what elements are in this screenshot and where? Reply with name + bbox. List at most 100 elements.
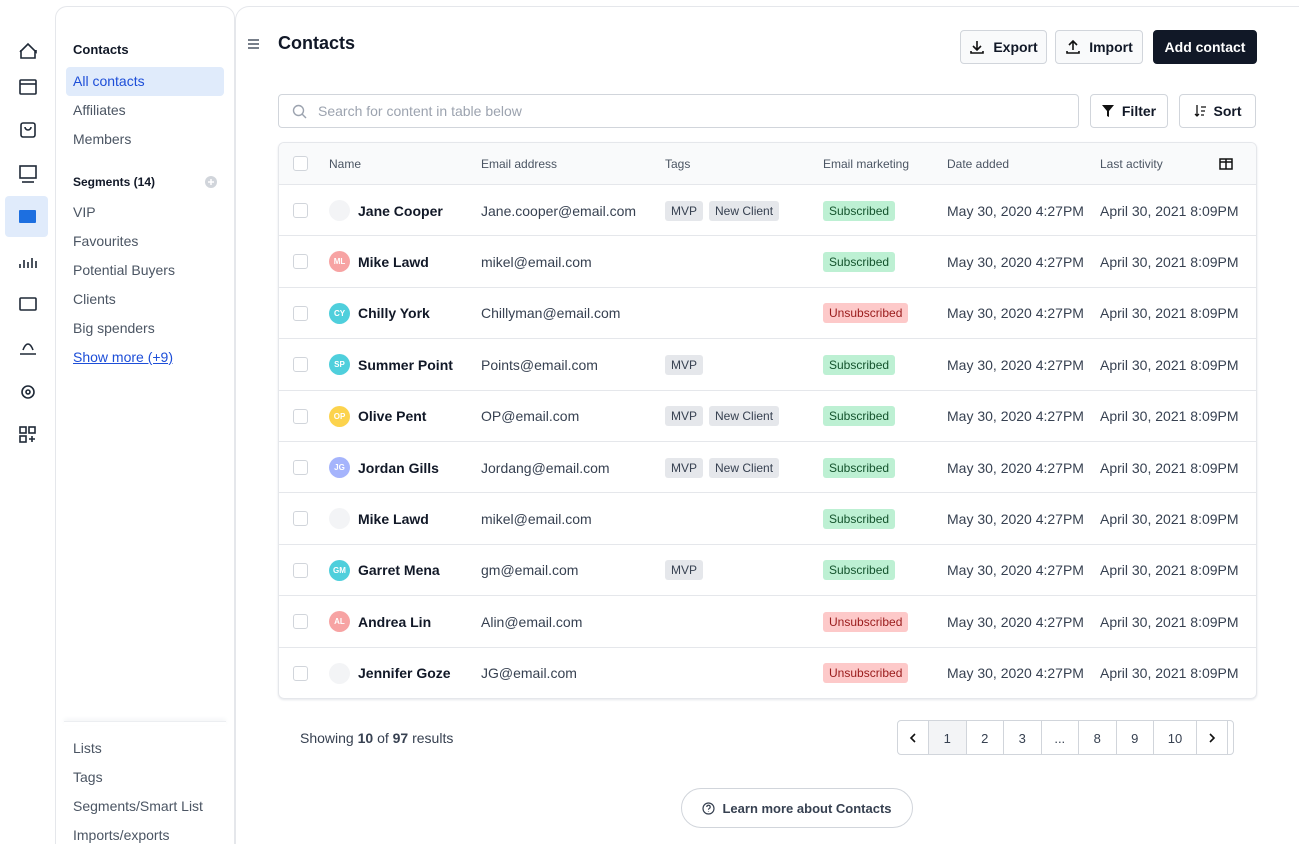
page-button[interactable]: 1 — [929, 721, 967, 754]
export-label: Export — [993, 39, 1038, 55]
columns-icon[interactable] — [1219, 158, 1233, 170]
search-placeholder: Search for content in table below — [318, 103, 522, 119]
settings-icon[interactable] — [21, 385, 35, 399]
page-title: Contacts — [278, 33, 356, 53]
contact-name[interactable]: Mike Lawd — [358, 510, 429, 527]
add-contact-button[interactable]: Add contact — [1153, 30, 1257, 64]
row-checkbox[interactable] — [293, 203, 308, 218]
select-all-checkbox[interactable] — [293, 156, 308, 171]
page-button[interactable]: 2 — [967, 721, 1004, 754]
row-checkbox[interactable] — [293, 460, 308, 475]
column-header: Email address — [481, 157, 558, 171]
export-button[interactable]: Export — [960, 30, 1047, 64]
avatar — [329, 662, 350, 684]
filter-button[interactable]: Filter — [1090, 94, 1168, 128]
home-icon[interactable] — [19, 42, 37, 59]
row-checkbox[interactable] — [293, 408, 308, 424]
table-row[interactable]: GM Garret Mena gm@email.com MVP Subscribed Ma… — [279, 545, 1256, 597]
search-box[interactable]: Search for content in table below — [278, 94, 1079, 128]
column-header: Name — [329, 157, 362, 171]
next-page[interactable] — [1197, 721, 1228, 754]
table-row[interactable]: Jennifer Goze JG@email.com Unsubscribed May… — [279, 648, 1256, 698]
segment-item[interactable]: Favourites — [73, 233, 139, 249]
contact-name[interactable]: Jennifer Goze — [358, 665, 451, 682]
column-header: Tags — [665, 157, 691, 171]
learn-more-button[interactable]: Learn more about Contacts — [681, 788, 913, 828]
contact-name[interactable]: Olive Pent — [358, 408, 427, 425]
segment-item[interactable]: VIP — [73, 204, 96, 220]
show-more[interactable]: Show more (+9) — [73, 349, 173, 365]
row-checkbox[interactable] — [293, 254, 308, 270]
table-row[interactable]: AL Andrea Lin Alin@email.com Unsubscribed Ma… — [279, 596, 1256, 648]
last-activity: April 30, 2021 8:09PM — [1100, 459, 1239, 476]
sort-button[interactable]: Sort — [1179, 94, 1256, 128]
avatar: ML — [329, 251, 350, 273]
contact-name[interactable]: Mike Lawd — [358, 253, 429, 270]
table-row[interactable]: SP Summer Point Points@email.com MVP Subscri… — [279, 339, 1256, 391]
add-segment[interactable] — [204, 175, 218, 189]
board-icon[interactable] — [19, 165, 37, 179]
offer-icon[interactable] — [20, 343, 36, 355]
footer-link[interactable]: Tags — [73, 769, 103, 785]
row-checkbox[interactable] — [293, 357, 308, 373]
pagination: 1 2 3... 8 9 10 — [897, 720, 1234, 755]
row-checkbox[interactable] — [293, 614, 308, 630]
sidebar-item[interactable]: Affiliates — [73, 102, 126, 118]
row-checkbox[interactable] — [293, 305, 308, 321]
segment-item[interactable]: Potential Buyers — [73, 262, 175, 278]
segment-item[interactable]: Clients — [73, 291, 116, 307]
sidebar-item[interactable]: Members — [73, 131, 132, 147]
contact-name[interactable]: Andrea Lin — [358, 613, 432, 630]
table-row[interactable]: CY Chilly York Chillyman@email.com Unsubscr… — [279, 288, 1256, 340]
table-row[interactable]: OP Olive Pent OP@email.com MVP New Client Sub… — [279, 391, 1256, 442]
divider — [64, 721, 226, 725]
footer-link[interactable]: Segments/Smart List — [73, 798, 203, 814]
row-checkbox[interactable] — [293, 562, 308, 578]
footer-link[interactable]: Imports/exports — [73, 827, 170, 843]
name-cell: CY Chilly York — [329, 288, 430, 339]
tags-cell: MVP — [665, 545, 709, 596]
menu-toggle[interactable] — [247, 38, 261, 50]
last-activity: April 30, 2021 8:09PM — [1100, 356, 1239, 373]
contacts-icon[interactable] — [19, 210, 36, 223]
page-button[interactable]: ... — [1042, 721, 1079, 754]
status-badge: Unsubscribed — [823, 611, 909, 632]
tag: New Client — [709, 457, 780, 478]
name-cell: ML Mike Lawd — [329, 236, 429, 287]
import-button[interactable]: Import — [1055, 30, 1143, 64]
contact-name[interactable]: Garret Mena — [358, 562, 440, 579]
window-icon[interactable] — [19, 79, 37, 95]
contact-name[interactable]: Summer Point — [358, 356, 453, 373]
page-button[interactable]: 9 — [1117, 721, 1154, 754]
footer-link[interactable]: Lists — [73, 740, 102, 756]
page-button[interactable]: 3 — [1004, 721, 1042, 754]
mail-icon[interactable] — [19, 297, 37, 311]
page-button[interactable]: 8 — [1079, 721, 1117, 754]
table-row[interactable]: Mike Lawd mikel@email.com Subscribed May 30… — [279, 493, 1256, 545]
table-row[interactable]: JG Jordan Gills Jordang@email.com MVP New Cl… — [279, 442, 1256, 494]
email: Jordang@email.com — [481, 459, 610, 476]
status-badge: Subscribed — [823, 200, 896, 221]
status-cell: Subscribed — [823, 391, 896, 442]
stats-icon[interactable] — [19, 258, 37, 268]
store-icon[interactable] — [20, 122, 36, 138]
main — [235, 6, 1299, 844]
tag: MVP — [665, 406, 704, 427]
status-cell: Unsubscribed — [823, 648, 909, 698]
tag: MVP — [665, 200, 704, 221]
segment-item[interactable]: Big spenders — [73, 320, 155, 336]
last-activity: April 30, 2021 8:09PM — [1100, 510, 1239, 527]
row-checkbox[interactable] — [293, 511, 308, 527]
table-row[interactable]: Jane Cooper Jane.cooper@email.com MVP New C… — [279, 185, 1256, 237]
prev-page[interactable] — [898, 721, 929, 754]
sidebar-item[interactable]: All contacts — [66, 67, 224, 96]
email: mikel@email.com — [481, 510, 592, 527]
table-row[interactable]: ML Mike Lawd mikel@email.com Subscribed May … — [279, 236, 1256, 288]
contact-name[interactable]: Jane Cooper — [358, 202, 443, 219]
apps-icon[interactable] — [19, 426, 27, 434]
page-button[interactable]: 10 — [1154, 721, 1197, 754]
contact-name[interactable]: Jordan Gills — [358, 459, 439, 476]
date-added: May 30, 2020 4:27PM — [947, 459, 1084, 476]
row-checkbox[interactable] — [293, 665, 308, 681]
contact-name[interactable]: Chilly York — [358, 305, 430, 322]
